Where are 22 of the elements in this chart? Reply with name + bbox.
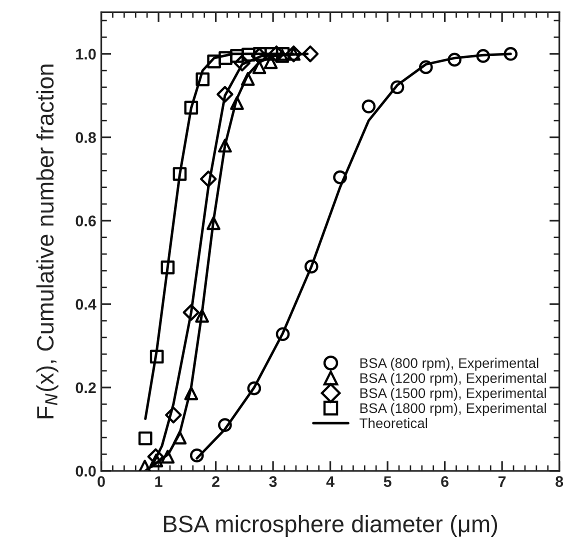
y-tick-label: 0.2 [76,382,96,394]
legend-label: BSA (1800 rpm), Experimental [360,402,546,416]
y-tick-label: 0.0 [76,466,96,477]
legend-label: Theoretical [360,418,428,428]
y-tick-label: 1.0 [76,48,96,60]
legend-label: BSA (800 rpm), Experimental [360,358,538,371]
x-tick-label: 7 [498,476,506,487]
y-tick-label: 0.6 [76,216,96,226]
x-tick-label: 6 [441,476,449,487]
x-tick-label: 8 [556,476,564,487]
x-tick-label: 0 [98,476,105,487]
y-tick-label: 0.8 [76,132,96,143]
x-tick-label: 2 [212,476,220,487]
x-tick-label: 3 [269,476,277,488]
y-axis-title: F$_{N}$(x), Cumulative number fraction [36,64,58,418]
x-axis-title: BSA microsphere diameter (μm) [164,515,498,538]
y-tick-label: 0.4 [76,298,96,310]
legend-label: BSA (1200 rpm), Experimental [360,372,546,386]
x-tick-label: 4 [326,476,334,487]
x-tick-label: 5 [384,476,392,487]
legend-label: BSA (1500 rpm), Experimental [360,388,546,401]
x-tick-label: 1 [155,476,162,487]
